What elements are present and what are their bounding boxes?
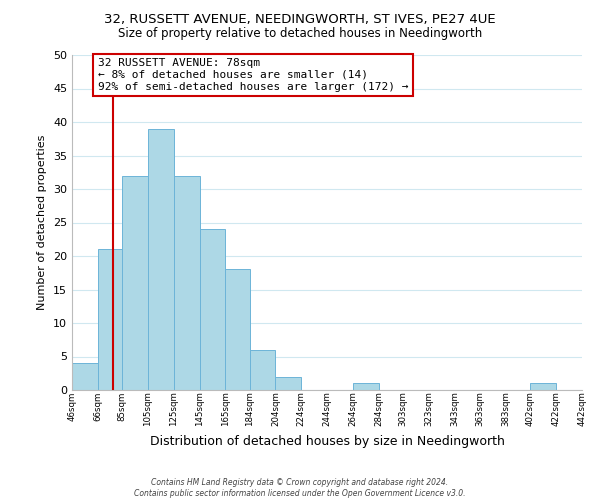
X-axis label: Distribution of detached houses by size in Needingworth: Distribution of detached houses by size … xyxy=(149,434,505,448)
Text: 32, RUSSETT AVENUE, NEEDINGWORTH, ST IVES, PE27 4UE: 32, RUSSETT AVENUE, NEEDINGWORTH, ST IVE… xyxy=(104,12,496,26)
Text: Contains HM Land Registry data © Crown copyright and database right 2024.
Contai: Contains HM Land Registry data © Crown c… xyxy=(134,478,466,498)
Bar xyxy=(174,176,199,390)
Bar xyxy=(98,250,122,390)
Bar xyxy=(122,176,148,390)
Bar xyxy=(275,376,301,390)
Bar xyxy=(353,384,379,390)
Text: Size of property relative to detached houses in Needingworth: Size of property relative to detached ho… xyxy=(118,28,482,40)
Bar xyxy=(250,350,275,390)
Y-axis label: Number of detached properties: Number of detached properties xyxy=(37,135,47,310)
Bar xyxy=(72,363,98,390)
Bar xyxy=(200,229,225,390)
Text: 32 RUSSETT AVENUE: 78sqm
← 8% of detached houses are smaller (14)
92% of semi-de: 32 RUSSETT AVENUE: 78sqm ← 8% of detache… xyxy=(98,58,408,92)
Bar xyxy=(530,384,556,390)
Bar xyxy=(225,270,250,390)
Bar xyxy=(148,128,174,390)
